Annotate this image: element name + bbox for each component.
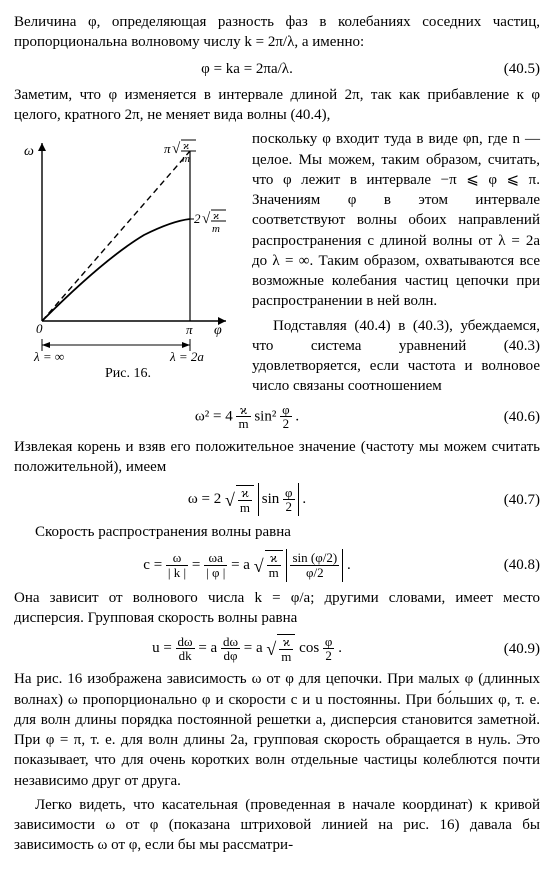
equation-40-7: ω = 2 √ϰm sin φ2 . (40.7) <box>14 483 540 516</box>
fraction: ωa| φ | <box>204 551 227 579</box>
equation-40-9: u = dωdk = a dωdφ = a √ϰm cos φ2 . (40.9… <box>14 634 540 663</box>
mid-root-num: ϰ <box>213 210 219 222</box>
abs-bars: sin φ2 <box>258 483 299 516</box>
equation-40-8: c = ω| k | = ωa| φ | = a √ϰm sin (φ/2)φ/… <box>14 549 540 582</box>
equation-body: c = ω| k | = ωa| φ | = a √ϰm sin (φ/2)φ/… <box>14 549 480 582</box>
eq-text: . <box>302 491 306 507</box>
equation-body: ω² = 4 ϰm sin² φ2 . <box>14 403 480 431</box>
equation-number: (40.6) <box>480 407 540 427</box>
fraction: dωdk <box>176 635 195 663</box>
x-axis-label: φ <box>214 323 222 338</box>
equation-number: (40.9) <box>480 639 540 659</box>
radical-icon: √ <box>225 490 235 510</box>
pi-tick: π <box>186 322 193 337</box>
y-axis-label: ω <box>24 144 34 159</box>
svg-text:√: √ <box>202 211 211 227</box>
eq-text: . <box>347 556 351 572</box>
top-root-den: m <box>182 153 190 165</box>
eq-text: . <box>338 640 342 656</box>
top-pi: π <box>164 141 171 156</box>
paragraph-6: Она зависит от волнового числа k = φ/a; … <box>14 588 540 629</box>
mid-2: 2 <box>194 211 201 226</box>
sqrt: ϰm <box>277 634 295 663</box>
paragraph-7: На рис. 16 изображена зависимость ω от φ… <box>14 669 540 791</box>
eq-text: c = <box>143 556 162 572</box>
eq-text: ω = 2 <box>188 491 221 507</box>
eq-text: a <box>243 556 250 572</box>
equation-body: u = dωdk = a dωdφ = a √ϰm cos φ2 . <box>14 634 480 663</box>
equation-number: (40.8) <box>480 555 540 575</box>
eq-text: u = <box>152 640 172 656</box>
eq-text: cos <box>299 640 319 656</box>
equation-number: (40.7) <box>480 490 540 510</box>
eq-text: = a <box>198 640 217 656</box>
figure-svg: 0 ω π φ λ = ∞ λ = 2a π √ ϰ m 2 √ ϰ m <box>14 131 242 361</box>
paragraph-intro: Величина φ, определяющая разность фаз в … <box>14 12 540 53</box>
equation-40-6: ω² = 4 ϰm sin² φ2 . (40.6) <box>14 403 540 431</box>
equation-body: φ = ka = 2πa/λ. <box>14 59 480 79</box>
mid-root-den: m <box>212 223 220 235</box>
sqrt: ϰm <box>236 485 254 514</box>
radical-icon: √ <box>266 639 276 659</box>
eq-text: . <box>295 408 299 424</box>
fraction: dωdφ <box>221 635 240 663</box>
figure-16: 0 ω π φ λ = ∞ λ = 2a π √ ϰ m 2 √ ϰ m Рис… <box>14 131 242 384</box>
sqrt: ϰm <box>265 550 283 579</box>
eq-text: sin² <box>254 408 276 424</box>
top-root-num: ϰ <box>183 140 189 152</box>
fraction: φ2 <box>280 403 292 431</box>
svg-text:√: √ <box>172 141 181 157</box>
fraction: φ2 <box>323 635 335 663</box>
equation-number: (40.5) <box>480 59 540 79</box>
abs-bars: sin (φ/2)φ/2 <box>286 549 343 582</box>
lambda-2a: λ = 2a <box>169 349 204 361</box>
equation-body: ω = 2 √ϰm sin φ2 . <box>14 483 480 516</box>
paragraph-4: Извлекая корень и взяв его положительное… <box>14 437 540 478</box>
paragraph-2: Заметим, что φ изменяется в интервале дл… <box>14 85 540 126</box>
fraction: ω| k | <box>166 551 188 579</box>
fraction: ϰm <box>236 403 250 431</box>
origin-label: 0 <box>36 321 43 336</box>
paragraph-8: Легко видеть, что касательная (проведенн… <box>14 795 540 856</box>
eq-text: sin <box>262 491 280 507</box>
eq-text: ω² = 4 <box>195 408 233 424</box>
radical-icon: √ <box>254 555 264 575</box>
eq-text: = a <box>244 640 263 656</box>
lambda-inf: λ = ∞ <box>33 349 64 361</box>
paragraph-5: Скорость распространения волны равна <box>14 522 540 542</box>
figure-caption: Рис. 16. <box>14 365 242 384</box>
equation-40-5: φ = ka = 2πa/λ. (40.5) <box>14 59 540 79</box>
